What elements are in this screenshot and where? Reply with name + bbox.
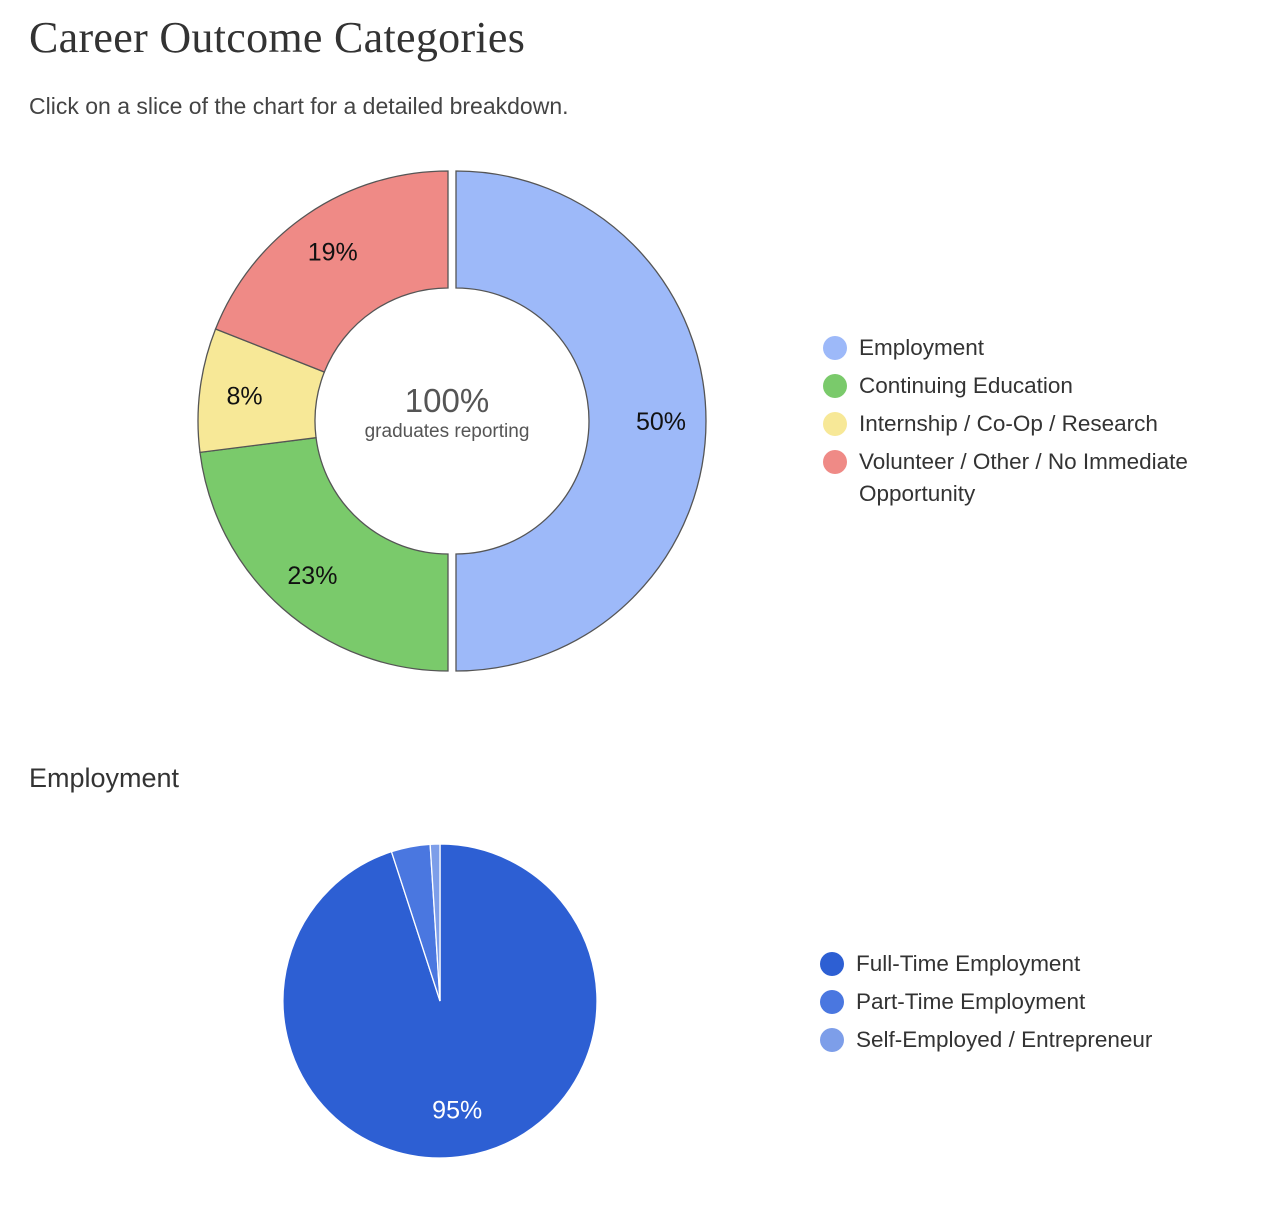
page-subtitle: Click on a slice of the chart for a deta… bbox=[29, 93, 569, 119]
legend-item-continuing-education[interactable]: Continuing Education bbox=[823, 370, 1223, 402]
employment-pie-chart: 95% bbox=[282, 843, 598, 1159]
legend-item-internship-co-op-research[interactable]: Internship / Co-Op / Research bbox=[823, 408, 1223, 440]
donut-slices bbox=[197, 170, 707, 672]
pie-slice-labels: 95% bbox=[432, 1097, 482, 1125]
legend-label: Volunteer / Other / No Immediate Opportu… bbox=[859, 449, 1188, 506]
donut-legend: Employment Continuing Education Internship… bbox=[823, 332, 1223, 516]
legend-item-self-employed-entrepreneur[interactable]: Self-Employed / Entrepreneur bbox=[820, 1024, 1240, 1056]
slice-label-employment: 50% bbox=[636, 408, 686, 436]
pie-slice-employment[interactable] bbox=[455, 170, 707, 672]
legend-label: Part-Time Employment bbox=[856, 989, 1086, 1014]
legend-label: Full-Time Employment bbox=[856, 951, 1081, 976]
slice-label-continuing-education: 23% bbox=[287, 562, 337, 590]
legend-swatch bbox=[823, 450, 847, 474]
legend-swatch bbox=[820, 990, 844, 1014]
legend-swatch bbox=[823, 336, 847, 360]
donut-center-value: 100% bbox=[405, 382, 489, 419]
legend-label: Self-Employed / Entrepreneur bbox=[856, 1027, 1153, 1052]
legend-item-employment[interactable]: Employment bbox=[823, 332, 1223, 364]
legend-label: Continuing Education bbox=[859, 373, 1073, 398]
pie-slice-volunteer-other-no-immediate-opportunity[interactable] bbox=[214, 170, 449, 373]
legend-item-part-time-employment[interactable]: Part-Time Employment bbox=[820, 986, 1240, 1018]
page-title: Career Outcome Categories bbox=[29, 13, 526, 62]
slice-label-internship-co-op-research: 8% bbox=[227, 382, 263, 410]
donut-slice-labels: 50% 23% 8% 19% bbox=[227, 238, 686, 589]
slice-label-full-time-employment: 95% bbox=[432, 1097, 482, 1125]
pie-slices bbox=[282, 843, 598, 1159]
employment-legend: Full-Time Employment Part-Time Employment… bbox=[820, 948, 1240, 1062]
legend-swatch bbox=[820, 952, 844, 976]
legend-swatch bbox=[823, 374, 847, 398]
legend-swatch bbox=[823, 412, 847, 436]
donut-center-caption: graduates reporting bbox=[365, 421, 530, 442]
legend-item-volunteer-other-no-immediate-opportunity[interactable]: Volunteer / Other / No Immediate Opportu… bbox=[823, 446, 1223, 510]
slice-label-volunteer-other-no-immediate-opportunity: 19% bbox=[308, 238, 358, 266]
legend-swatch bbox=[820, 1028, 844, 1052]
pie-slice-continuing-education[interactable] bbox=[199, 436, 449, 672]
legend-item-full-time-employment[interactable]: Full-Time Employment bbox=[820, 948, 1240, 980]
legend-label: Employment bbox=[859, 335, 985, 360]
career-outcomes-donut-chart: 50% 23% 8% 19% 100% graduates reporting bbox=[197, 170, 707, 672]
detail-section-heading: Employment bbox=[29, 763, 180, 793]
pie-slice-self-employed-entrepreneur[interactable] bbox=[429, 843, 441, 1002]
legend-label: Internship / Co-Op / Research bbox=[859, 411, 1158, 436]
